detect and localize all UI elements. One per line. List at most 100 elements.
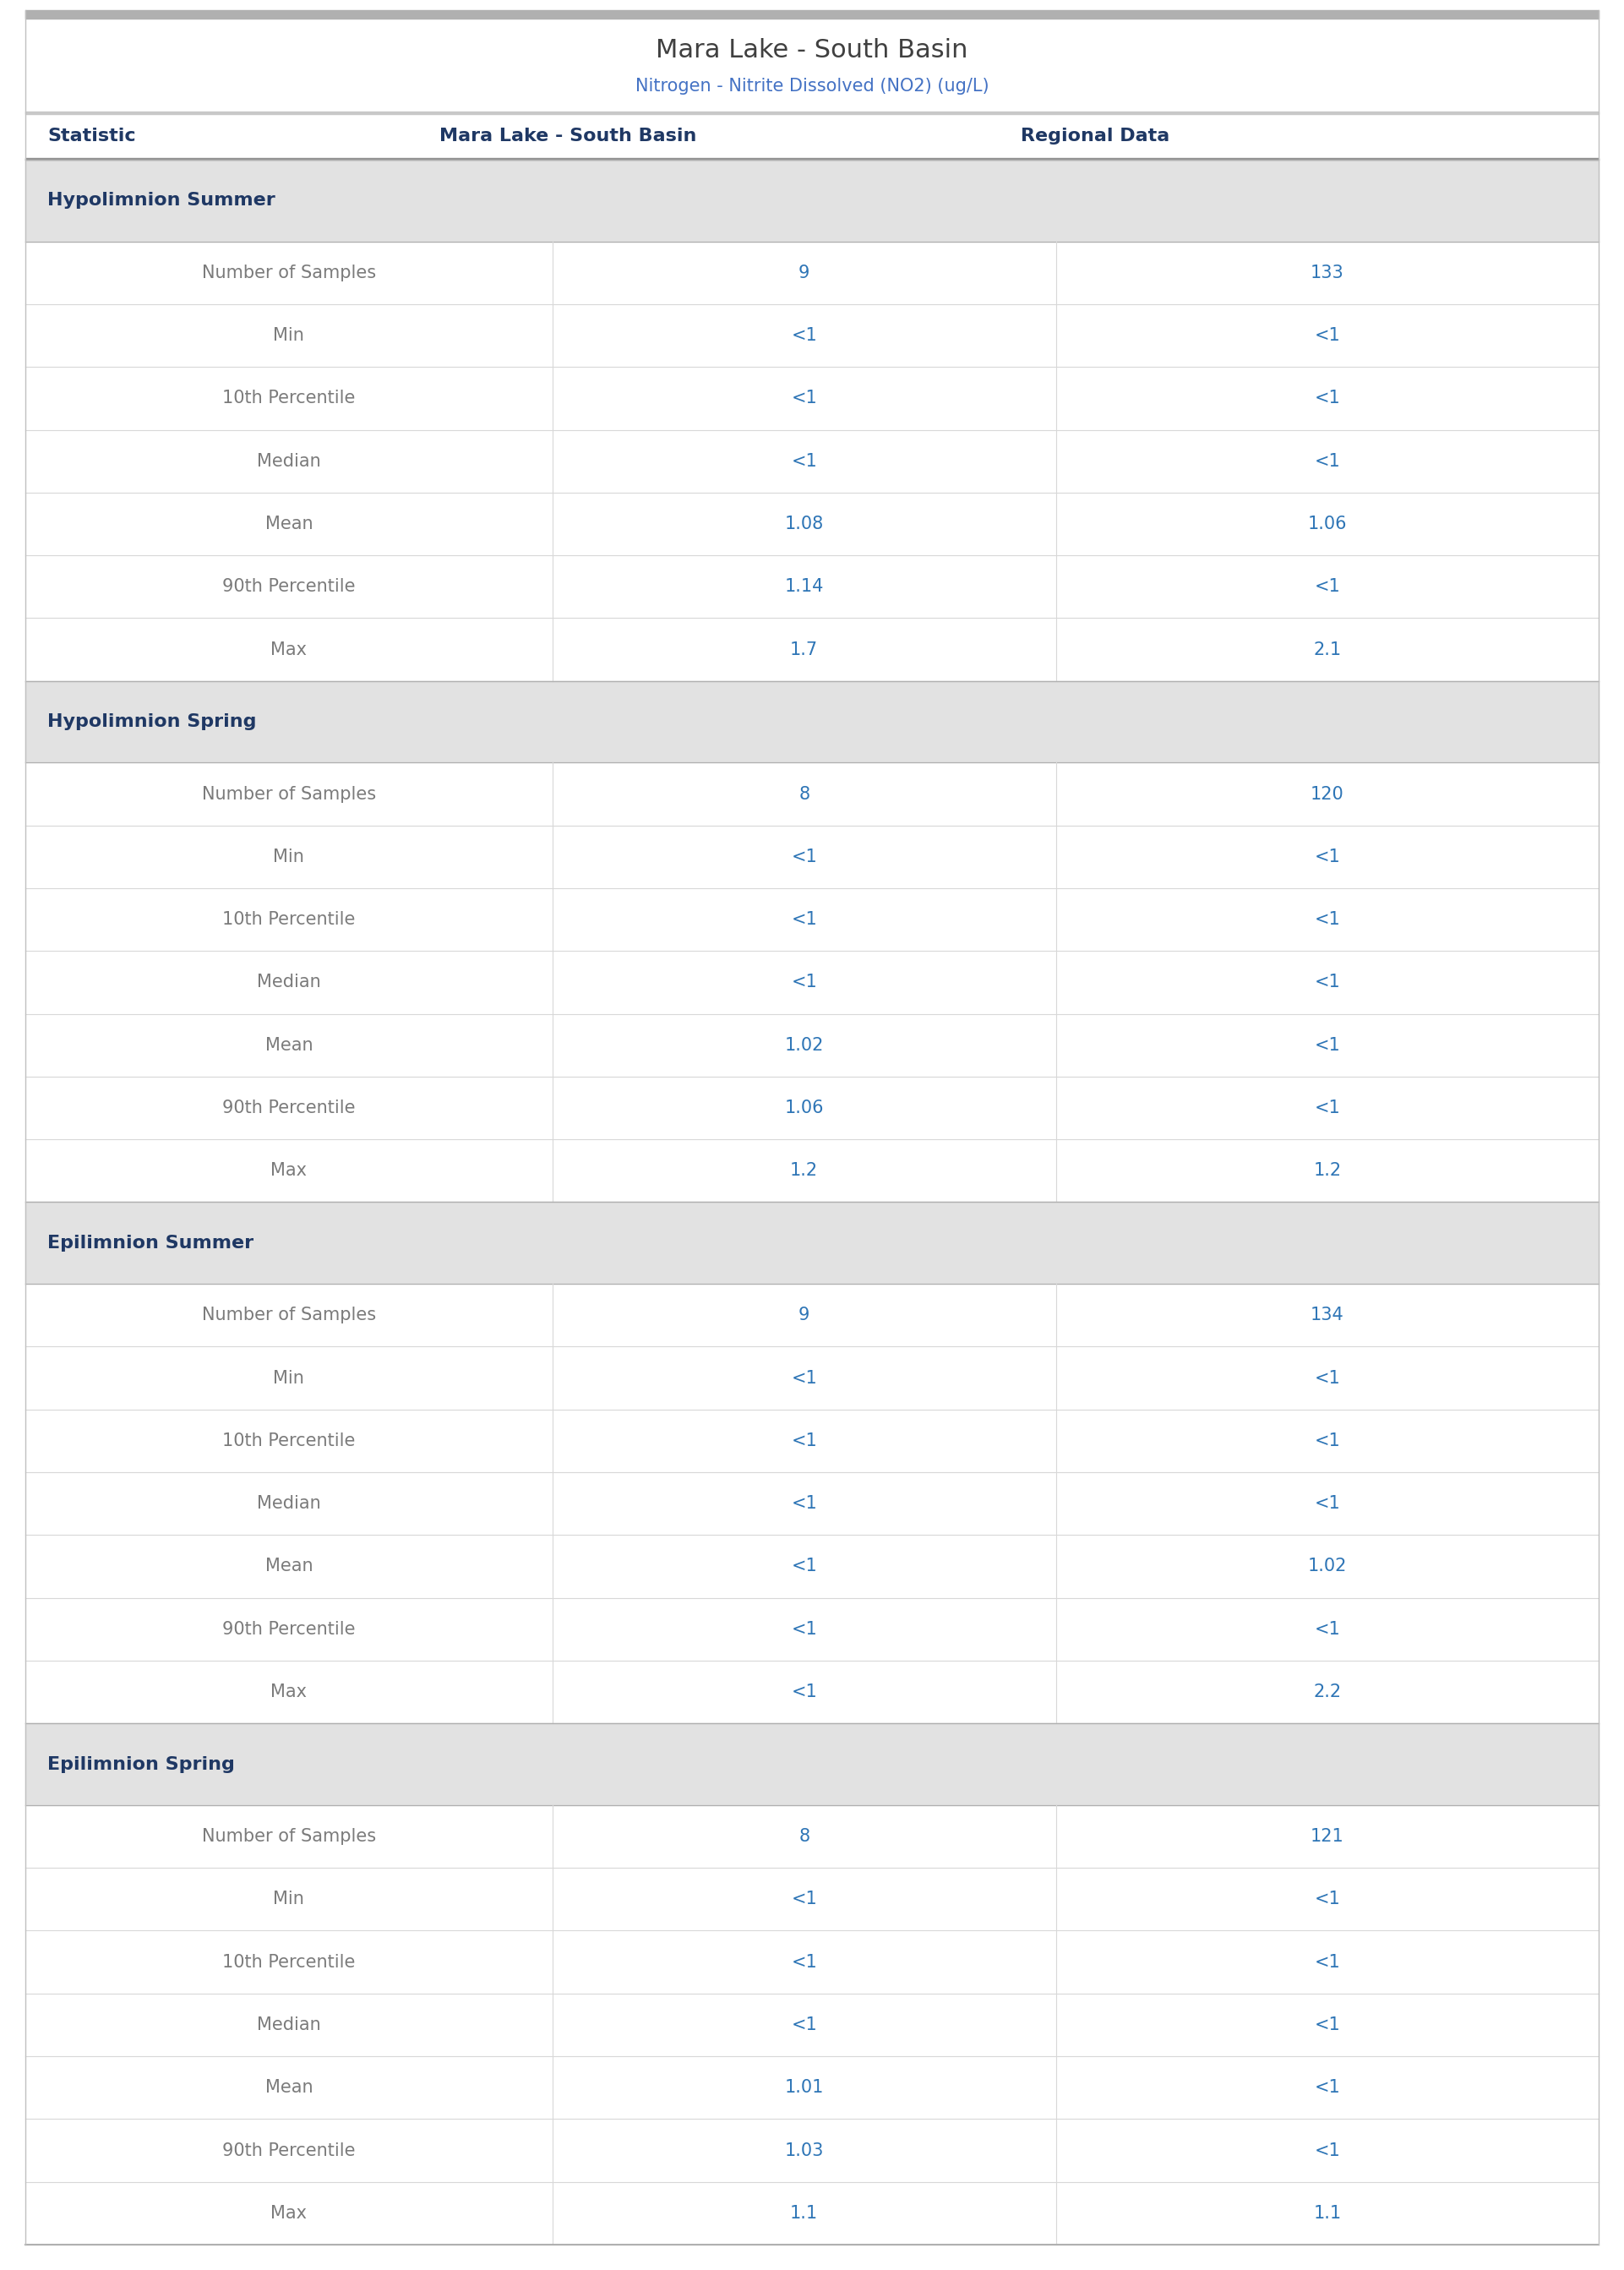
Text: 1.08: 1.08 bbox=[784, 515, 823, 533]
Text: Median: Median bbox=[257, 1496, 322, 1512]
Text: Epilimnion Summer: Epilimnion Summer bbox=[47, 1235, 253, 1251]
Text: 1.06: 1.06 bbox=[1307, 515, 1346, 533]
Text: 1.02: 1.02 bbox=[1307, 1557, 1346, 1575]
Text: Max: Max bbox=[271, 2204, 307, 2222]
Text: <1: <1 bbox=[1314, 2143, 1340, 2159]
Text: 1.1: 1.1 bbox=[1314, 2204, 1341, 2222]
Text: Hypolimnion Summer: Hypolimnion Summer bbox=[47, 193, 276, 209]
Text: <1: <1 bbox=[791, 1496, 817, 1512]
Text: Number of Samples: Number of Samples bbox=[201, 263, 377, 281]
Text: <1: <1 bbox=[1314, 1099, 1340, 1117]
Text: Statistic: Statistic bbox=[47, 127, 136, 145]
Bar bbox=[26, 1723, 1598, 1805]
Text: <1: <1 bbox=[791, 327, 817, 345]
Text: 90th Percentile: 90th Percentile bbox=[222, 1099, 356, 1117]
Bar bbox=[26, 304, 1598, 368]
Bar bbox=[26, 1473, 1598, 1535]
Bar bbox=[26, 1015, 1598, 1076]
Text: Regional Data: Regional Data bbox=[1021, 127, 1169, 145]
Text: <1: <1 bbox=[791, 974, 817, 990]
Text: 1.03: 1.03 bbox=[784, 2143, 823, 2159]
Text: <1: <1 bbox=[1314, 1369, 1340, 1387]
Text: Max: Max bbox=[271, 1162, 307, 1178]
Bar bbox=[26, 1076, 1598, 1140]
Text: <1: <1 bbox=[1314, 452, 1340, 470]
Bar bbox=[26, 888, 1598, 951]
Text: <1: <1 bbox=[1314, 1037, 1340, 1053]
Bar bbox=[26, 951, 1598, 1015]
Text: Median: Median bbox=[257, 974, 322, 990]
Bar bbox=[26, 2057, 1598, 2120]
Text: <1: <1 bbox=[791, 1557, 817, 1575]
Text: <1: <1 bbox=[1314, 1621, 1340, 1637]
Text: <1: <1 bbox=[1314, 327, 1340, 345]
Text: 90th Percentile: 90th Percentile bbox=[222, 2143, 356, 2159]
Bar bbox=[26, 429, 1598, 493]
Text: <1: <1 bbox=[791, 1621, 817, 1637]
Text: Min: Min bbox=[273, 849, 304, 865]
Bar bbox=[26, 1535, 1598, 1598]
Bar bbox=[26, 1203, 1598, 1285]
Text: Median: Median bbox=[257, 452, 322, 470]
Text: 134: 134 bbox=[1311, 1308, 1345, 1323]
Text: 1.2: 1.2 bbox=[791, 1162, 818, 1178]
Bar bbox=[26, 1993, 1598, 2057]
Bar bbox=[26, 2120, 1598, 2181]
Text: 1.2: 1.2 bbox=[1314, 1162, 1341, 1178]
Text: Max: Max bbox=[271, 640, 307, 658]
Text: 8: 8 bbox=[799, 785, 810, 804]
Text: <1: <1 bbox=[791, 1432, 817, 1448]
Text: Max: Max bbox=[271, 1684, 307, 1700]
Bar bbox=[26, 826, 1598, 888]
Text: <1: <1 bbox=[791, 1369, 817, 1387]
Text: <1: <1 bbox=[791, 910, 817, 928]
Text: 1.1: 1.1 bbox=[791, 2204, 818, 2222]
Text: 1.14: 1.14 bbox=[784, 579, 823, 595]
Bar bbox=[26, 1805, 1598, 1868]
Text: <1: <1 bbox=[791, 1891, 817, 1907]
Text: 121: 121 bbox=[1311, 1827, 1345, 1846]
Bar bbox=[26, 1868, 1598, 1932]
Text: Mara Lake - South Basin: Mara Lake - South Basin bbox=[440, 127, 697, 145]
Bar bbox=[26, 1346, 1598, 1410]
Text: 2.2: 2.2 bbox=[1314, 1684, 1341, 1700]
Text: <1: <1 bbox=[1314, 1954, 1340, 1970]
Bar bbox=[26, 1598, 1598, 1662]
Bar bbox=[26, 1662, 1598, 1723]
Text: Mean: Mean bbox=[265, 1037, 313, 1053]
Text: 10th Percentile: 10th Percentile bbox=[222, 1954, 356, 1970]
Bar bbox=[26, 1285, 1598, 1346]
Text: <1: <1 bbox=[1314, 1432, 1340, 1448]
Bar bbox=[26, 2181, 1598, 2245]
Text: Median: Median bbox=[257, 2016, 322, 2034]
Text: Mean: Mean bbox=[265, 1557, 313, 1575]
Text: 10th Percentile: 10th Percentile bbox=[222, 910, 356, 928]
Bar bbox=[26, 1932, 1598, 1993]
Bar bbox=[26, 617, 1598, 681]
Text: <1: <1 bbox=[791, 390, 817, 406]
Text: Mara Lake - South Basin: Mara Lake - South Basin bbox=[656, 39, 968, 64]
Text: 10th Percentile: 10th Percentile bbox=[222, 1432, 356, 1448]
Text: Nitrogen - Nitrite Dissolved (NO2) (ug/L): Nitrogen - Nitrite Dissolved (NO2) (ug/L… bbox=[635, 77, 989, 95]
Text: 1.01: 1.01 bbox=[784, 2079, 823, 2095]
Bar bbox=[26, 556, 1598, 617]
Text: 1.7: 1.7 bbox=[791, 640, 818, 658]
Text: <1: <1 bbox=[1314, 849, 1340, 865]
Text: Min: Min bbox=[273, 327, 304, 345]
Text: <1: <1 bbox=[1314, 1496, 1340, 1512]
Text: <1: <1 bbox=[791, 849, 817, 865]
Bar bbox=[26, 763, 1598, 826]
Text: Mean: Mean bbox=[265, 2079, 313, 2095]
Text: 90th Percentile: 90th Percentile bbox=[222, 1621, 356, 1637]
Text: <1: <1 bbox=[791, 1684, 817, 1700]
Text: 1.02: 1.02 bbox=[784, 1037, 823, 1053]
Text: 1.06: 1.06 bbox=[784, 1099, 823, 1117]
Text: 133: 133 bbox=[1311, 263, 1345, 281]
Text: Min: Min bbox=[273, 1369, 304, 1387]
Bar bbox=[26, 681, 1598, 763]
Text: <1: <1 bbox=[1314, 2079, 1340, 2095]
Text: <1: <1 bbox=[1314, 390, 1340, 406]
Text: <1: <1 bbox=[1314, 1891, 1340, 1907]
Text: Hypolimnion Spring: Hypolimnion Spring bbox=[47, 713, 257, 731]
Bar bbox=[26, 493, 1598, 556]
